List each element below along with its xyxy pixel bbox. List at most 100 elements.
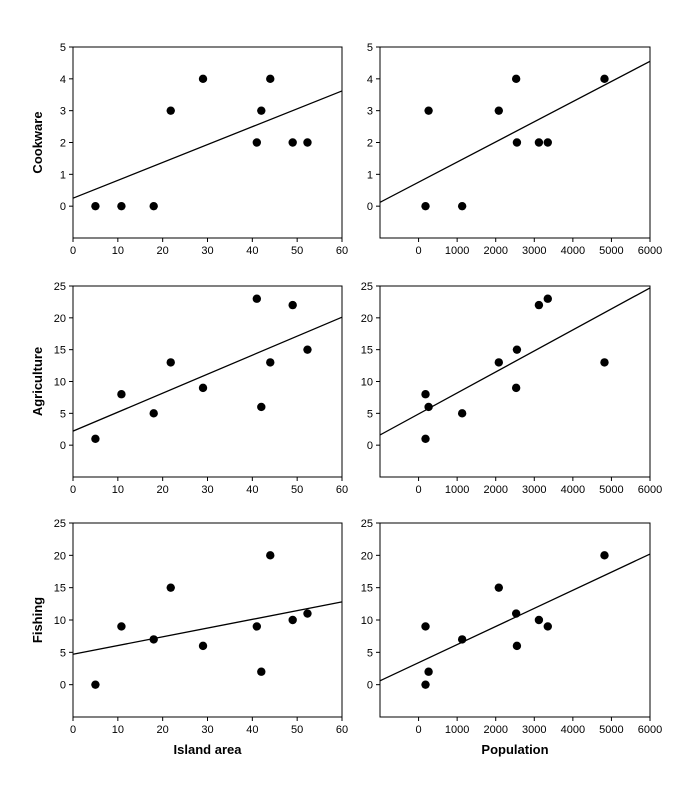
x-tick-label: 60 bbox=[336, 484, 348, 496]
x-tick-label: 0 bbox=[70, 484, 76, 496]
x-tick-label: 10 bbox=[112, 484, 124, 496]
data-point bbox=[117, 390, 126, 399]
data-point bbox=[149, 635, 158, 644]
y-tick-label: 25 bbox=[361, 281, 373, 293]
y-tick-label: 3 bbox=[367, 106, 373, 118]
x-tick-label: 0 bbox=[70, 724, 76, 736]
x-tick-label: 0 bbox=[416, 484, 422, 496]
x-tick-label: 20 bbox=[157, 484, 169, 496]
data-point bbox=[303, 138, 312, 147]
y-tick-label: 10 bbox=[54, 377, 66, 389]
data-point bbox=[288, 300, 297, 310]
data-point bbox=[91, 201, 100, 211]
x-tick-label: 6000 bbox=[638, 245, 662, 257]
x-tick-label: 1000 bbox=[445, 245, 469, 257]
x-tick-label: 6000 bbox=[638, 724, 662, 736]
data-point bbox=[149, 201, 158, 211]
data-point bbox=[457, 635, 467, 644]
y-tick-label: 0 bbox=[60, 680, 66, 692]
data-point bbox=[257, 106, 266, 115]
y-tick-label: 4 bbox=[367, 74, 373, 86]
data-point bbox=[534, 300, 544, 310]
x-tick-label: 20 bbox=[157, 724, 169, 736]
data-point bbox=[534, 615, 544, 625]
data-point bbox=[512, 138, 522, 147]
x-axis-title: Population bbox=[481, 742, 548, 757]
x-tick-label: 50 bbox=[291, 484, 303, 496]
data-point bbox=[543, 294, 552, 303]
x-tick-label: 60 bbox=[336, 245, 348, 257]
y-tick-label: 5 bbox=[367, 647, 373, 659]
data-point bbox=[600, 358, 609, 367]
y-tick-label: 0 bbox=[367, 440, 373, 452]
x-tick-label: 10 bbox=[112, 724, 124, 736]
data-point bbox=[421, 622, 430, 631]
y-tick-label: 0 bbox=[60, 440, 66, 452]
data-point bbox=[198, 641, 208, 651]
data-point bbox=[257, 402, 266, 412]
data-point bbox=[512, 641, 522, 651]
data-point bbox=[512, 345, 522, 354]
y-tick-label: 15 bbox=[54, 583, 66, 595]
panel-frame bbox=[72, 285, 343, 478]
data-point bbox=[494, 106, 503, 115]
panel-cookware-population: 0 1000 2000 3000 4000 5000 6000 0 1 2 3 4 5 bbox=[367, 42, 662, 257]
y-tick-label: 25 bbox=[54, 518, 66, 530]
regression-line bbox=[72, 316, 343, 432]
panel-agriculture-area: 0 10 20 30 40 50 60 0 5 10 15 20 25 Agriculture bbox=[30, 281, 348, 496]
x-tick-label: 30 bbox=[201, 484, 213, 496]
y-tick-label: 2 bbox=[60, 138, 66, 150]
x-tick-label: 10 bbox=[112, 245, 124, 257]
x-tick-label: 3000 bbox=[522, 484, 546, 496]
y-axis-title: Fishing bbox=[30, 597, 45, 643]
y-tick-label: 25 bbox=[361, 518, 373, 530]
data-point bbox=[91, 434, 100, 443]
y-tick-label: 0 bbox=[367, 201, 373, 213]
x-tick-label: 50 bbox=[291, 245, 303, 257]
y-axis-title: Cookware bbox=[30, 111, 45, 173]
data-point bbox=[511, 383, 521, 393]
data-point bbox=[494, 358, 503, 367]
regression-line bbox=[379, 60, 651, 203]
data-point bbox=[117, 201, 126, 211]
data-point bbox=[252, 138, 262, 147]
data-point bbox=[252, 294, 262, 303]
panel-frame bbox=[72, 522, 343, 718]
data-point bbox=[543, 138, 552, 147]
data-point bbox=[421, 201, 430, 211]
panel-frame bbox=[72, 46, 343, 239]
data-point bbox=[117, 622, 126, 631]
y-tick-label: 5 bbox=[367, 42, 373, 54]
x-tick-label: 50 bbox=[291, 724, 303, 736]
x-tick-label: 5000 bbox=[599, 484, 623, 496]
x-tick-label: 30 bbox=[201, 724, 213, 736]
panel-frame bbox=[379, 522, 651, 718]
y-tick-label: 0 bbox=[367, 680, 373, 692]
data-point bbox=[511, 609, 521, 618]
y-tick-label: 4 bbox=[60, 74, 66, 86]
y-tick-label: 20 bbox=[54, 550, 66, 562]
data-point bbox=[166, 583, 175, 592]
data-point bbox=[252, 622, 262, 631]
x-tick-label: 5000 bbox=[599, 724, 623, 736]
x-tick-label: 4000 bbox=[561, 724, 585, 736]
regression-line bbox=[379, 287, 651, 436]
data-point bbox=[457, 409, 467, 418]
data-point bbox=[424, 402, 433, 412]
y-tick-label: 10 bbox=[54, 615, 66, 627]
x-tick-label: 2000 bbox=[483, 245, 507, 257]
panel-fishing-area: 0 10 20 30 40 50 60 0 5 10 15 20 25 Fishing Island are… bbox=[30, 518, 348, 757]
y-tick-label: 20 bbox=[361, 550, 373, 562]
data-point bbox=[303, 345, 312, 354]
x-tick-label: 5000 bbox=[599, 245, 623, 257]
panel-cookware-area: 0 10 20 30 40 50 60 0 1 2 3 4 5 Cookware bbox=[30, 42, 348, 257]
data-point bbox=[288, 615, 297, 625]
data-point bbox=[288, 138, 297, 147]
y-tick-label: 2 bbox=[367, 138, 373, 150]
y-tick-label: 1 bbox=[367, 169, 373, 181]
data-point bbox=[266, 358, 275, 367]
data-point bbox=[198, 74, 208, 84]
panel-agriculture-population: 0 1000 2000 3000 4000 5000 6000 0 5 10 15 20 25 bbox=[361, 281, 662, 496]
data-point bbox=[543, 622, 552, 631]
